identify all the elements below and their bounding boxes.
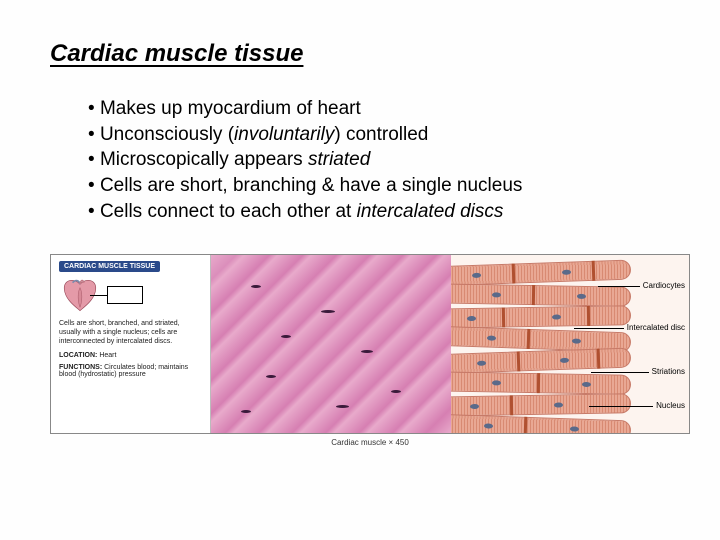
- bullet-text: ) controlled: [334, 124, 428, 145]
- bullet-text: Makes up myocardium of heart: [100, 98, 361, 119]
- bullet-item: Cells connect to each other at intercala…: [88, 199, 670, 225]
- bullet-text: Cells are short, branching & have a sing…: [100, 175, 522, 196]
- location-label: LOCATION:: [59, 352, 97, 359]
- label-nucleus: Nucleus: [656, 401, 685, 410]
- figure-info-panel: CARDIAC MUSCLE TISSUE Cells are short, b…: [51, 255, 211, 433]
- figure-caption: Cardiac muscle × 450: [51, 438, 689, 447]
- pointer-box-icon: [107, 286, 143, 304]
- bullet-list: Makes up myocardium of heart Unconscious…: [50, 96, 670, 224]
- slide-title: Cardiac muscle tissue: [50, 40, 670, 68]
- bullet-italic: striated: [308, 149, 370, 170]
- location-value: Heart: [99, 352, 116, 359]
- bullet-item: Microscopically appears striated: [88, 147, 670, 173]
- functions-label: FUNCTIONS:: [59, 364, 102, 371]
- label-striations: Striations: [652, 367, 685, 376]
- bullet-text: Cells connect to each other at: [100, 201, 357, 222]
- bullet-text: Unconsciously (: [100, 124, 234, 145]
- diagram-panel: Cardiocytes Intercalated disc Striations…: [451, 255, 689, 433]
- location-row: LOCATION: Heart: [59, 352, 202, 359]
- label-intercalated-disc: Intercalated disc: [627, 323, 685, 332]
- bullet-item: Unconsciously (involuntarily) controlled: [88, 122, 670, 148]
- bullet-italic: involuntarily: [234, 124, 334, 145]
- bullet-text: Microscopically appears: [100, 149, 308, 170]
- bullet-item: Cells are short, branching & have a sing…: [88, 173, 670, 199]
- functions-row: FUNCTIONS: Circulates blood; maintains b…: [59, 364, 202, 378]
- label-cardiocytes: Cardiocytes: [643, 281, 685, 290]
- tissue-type-badge: CARDIAC MUSCLE TISSUE: [59, 261, 160, 272]
- tissue-description: Cells are short, branched, and striated,…: [59, 320, 202, 346]
- bullet-italic: intercalated discs: [357, 201, 504, 222]
- micrograph-panel: [211, 255, 451, 433]
- tissue-figure: CARDIAC MUSCLE TISSUE Cells are short, b…: [50, 254, 690, 434]
- bullet-item: Makes up myocardium of heart: [88, 96, 670, 122]
